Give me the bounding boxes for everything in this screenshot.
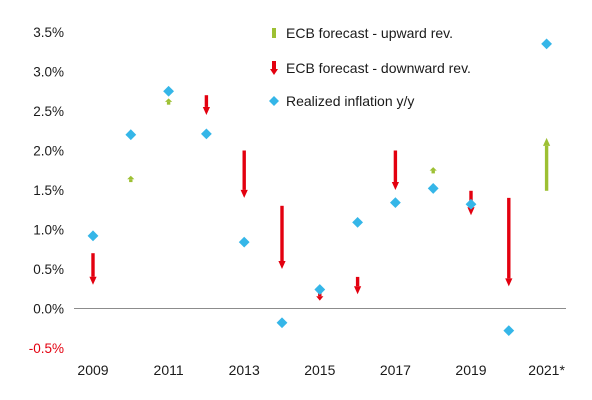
x-tick-label: 2009 [77,362,108,378]
upward-revision-arrow [543,137,551,191]
downward-revision-arrow-head [278,261,286,269]
y-tick-label: 3.0% [33,65,64,80]
legend-label: ECB forecast - downward rev. [286,60,471,76]
realized-inflation-point [163,85,174,97]
realized-inflation-point [427,183,439,194]
downward-revision-arrow [505,197,513,287]
downward-revision-arrow-head [202,106,210,115]
realized-inflation-point [276,317,288,329]
y-tick-label: 3.5% [33,25,64,40]
upward-revision-arrow [165,98,173,105]
y-tick-label: 1.0% [33,223,64,238]
y-tick-label: 2.5% [33,104,64,119]
realized-inflation-point [238,236,250,248]
upward-revision-arrow [127,175,135,183]
chart-marks [87,38,552,337]
downward-revision-arrow-head [89,276,97,285]
x-tick-label: 2011 [154,362,184,378]
legend-label: Realized inflation y/y [286,93,414,109]
realized-inflation-point [541,38,552,50]
y-tick-label: 2.0% [33,144,64,159]
upward-revision-arrow-head [429,167,437,171]
legend-upward-icon [272,28,276,38]
y-tick-label: 1.5% [33,183,64,198]
legend-downward-icon-head [270,69,278,75]
downward-revision-arrow-head [240,189,248,198]
upward-revision-arrow-head [165,98,173,102]
y-tick-label: 0.5% [33,262,64,277]
legend: ECB forecast - upward rev. ECB forecast -… [269,25,471,109]
realized-inflation-point [87,230,99,242]
legend-diamond-icon [269,96,279,106]
upward-revision-arrow-head [127,175,135,180]
downward-revision-arrow [278,205,286,269]
downward-revision-arrow [391,150,399,190]
realized-inflation-point [465,198,477,210]
realized-inflation-point [201,128,212,140]
axes: -0.5% 0.0% 0.5% 1.0% 1.5% 2.0% 2.5% 3.0% 3.5% 200… [29,25,566,378]
realized-inflation-point [390,197,401,209]
legend-downward-icon [272,61,276,70]
upward-revision-arrow-head [543,137,551,146]
downward-revision-arrow-head [391,182,399,190]
downward-revision-arrow [202,95,210,115]
downward-revision-arrow-head [505,278,513,287]
realized-inflation-point [503,325,515,337]
downward-revision-arrow [240,150,248,198]
realized-inflation-point [125,129,137,141]
y-tick-label: -0.5% [29,341,64,356]
realized-inflation-point [352,216,363,228]
upward-revision-arrow [429,167,437,174]
downward-revision-arrow-head [354,286,362,295]
legend-label: ECB forecast - upward rev. [286,25,453,41]
downward-revision-arrow [89,253,97,285]
downward-revision-arrow-head [467,207,475,216]
x-tick-label: 2017 [380,362,411,378]
x-tick-label: 2013 [229,362,260,378]
x-tick-label: 2015 [304,362,335,378]
x-tick-label: 2019 [455,362,486,378]
y-tick-label: 0.0% [33,302,64,317]
downward-revision-arrow [354,276,362,295]
downward-revision-arrow-head [316,296,324,301]
realized-inflation-point [314,284,326,295]
x-tick-label: 2021* [528,362,565,378]
